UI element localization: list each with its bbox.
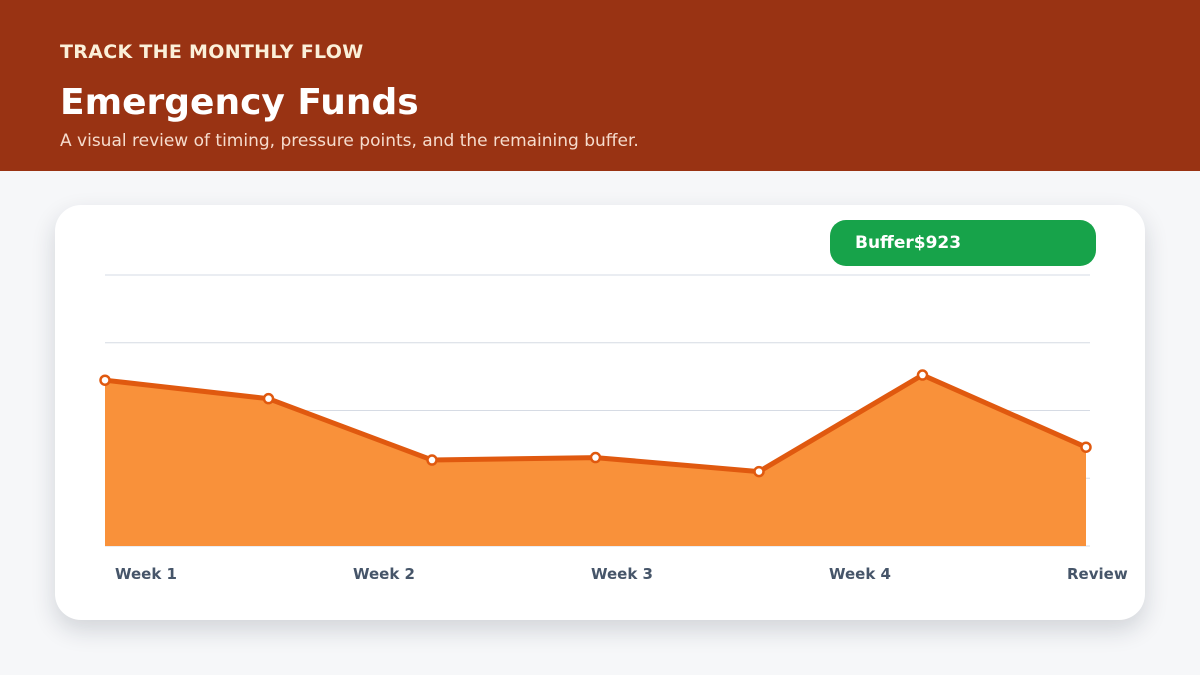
header-banner: TRACK THE MONTHLY FLOW Emergency Funds A… bbox=[0, 0, 1200, 171]
eyebrow-text: TRACK THE MONTHLY FLOW bbox=[60, 41, 364, 63]
data-point bbox=[426, 454, 438, 466]
buffer-label: Buffer bbox=[855, 233, 914, 253]
x-tick-label: Review bbox=[1067, 565, 1128, 583]
buffer-badge: Buffer $923 bbox=[830, 220, 1096, 266]
x-tick-label: Week 3 bbox=[591, 565, 653, 583]
x-tick-label: Week 4 bbox=[829, 565, 891, 583]
data-point bbox=[753, 465, 765, 478]
data-point bbox=[589, 451, 602, 464]
x-tick-label: Week 1 bbox=[115, 565, 177, 583]
data-point bbox=[262, 392, 275, 405]
page-subtitle: A visual review of timing, pressure poin… bbox=[60, 131, 639, 151]
buffer-value: $923 bbox=[913, 233, 962, 253]
data-point bbox=[99, 374, 111, 386]
data-points bbox=[99, 369, 1092, 478]
x-tick-label: Week 2 bbox=[353, 565, 415, 583]
data-point bbox=[916, 369, 929, 381]
data-point bbox=[1080, 441, 1092, 453]
page-title: Emergency Funds bbox=[60, 82, 419, 123]
x-axis-ticks: Week 1 Week 2 Week 3 Week 4 Review bbox=[115, 565, 1128, 583]
